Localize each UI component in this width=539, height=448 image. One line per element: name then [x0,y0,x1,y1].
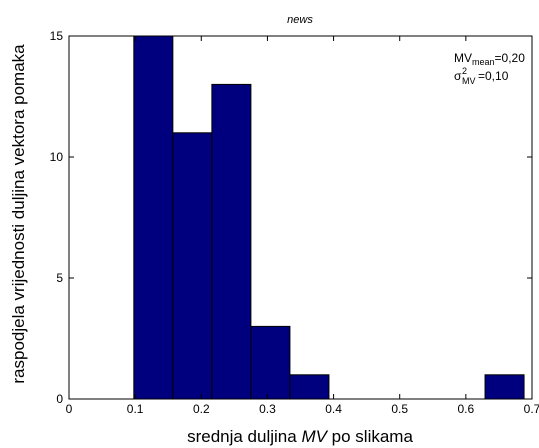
annotation-variance-sup: 2 [462,66,467,76]
x-tick-label-2: 0.2 [193,402,210,416]
y-tick-label-2: 10 [50,150,64,164]
annotation-mean-value: =0,20 [495,51,526,65]
x-tick-label-4: 0.4 [325,402,342,416]
histogram-bar-4 [250,325,291,400]
annotation-mean: MVmean=0,20 [454,51,525,67]
annotation-variance-value: =0,10 [478,69,509,83]
chart-title: news [287,14,313,26]
histogram-bar-3 [211,83,252,400]
histogram-bar-10 [484,374,525,400]
y-tick-label-3: 15 [50,29,64,43]
y-axis-label: raspodjela vrijednosti duljina vektora p… [9,44,28,384]
histogram-bar-5 [289,374,330,400]
x-tick-label-1: 0.1 [127,402,144,416]
x-tick-label-5: 0.5 [391,402,408,416]
annotation-variance-sub: MV [462,76,476,86]
y-tick-label-0: 0 [56,392,63,406]
axis-ticks: 0 0.1 0.2 0.3 0.4 0.5 0.6 0.7 0 5 10 15 [50,29,539,416]
annotation-variance-base: σ [454,69,462,83]
annotation-mean-sub: mean [472,57,495,67]
plot-frame [68,35,533,400]
histogram-bars [133,35,525,400]
annotation-mean-base: MV [454,51,472,65]
x-axis-label-italic: MV [301,427,328,446]
x-tick-label-6: 0.6 [458,402,475,416]
x-tick-label-3: 0.3 [259,402,276,416]
histogram-bar-1 [133,35,174,400]
x-axis-label-part1: srednja duljina [187,427,301,446]
x-axis-label: srednja duljina MV po slikama [187,427,413,446]
x-tick-label-7: 0.7 [524,402,539,416]
annotation-variance: σ 2 MV =0,10 [454,66,509,86]
histogram-bar-2 [172,132,213,400]
y-tick-label-1: 5 [56,271,63,285]
x-tick-label-0: 0 [66,402,73,416]
x-axis-label-part2: po slikama [327,427,414,446]
